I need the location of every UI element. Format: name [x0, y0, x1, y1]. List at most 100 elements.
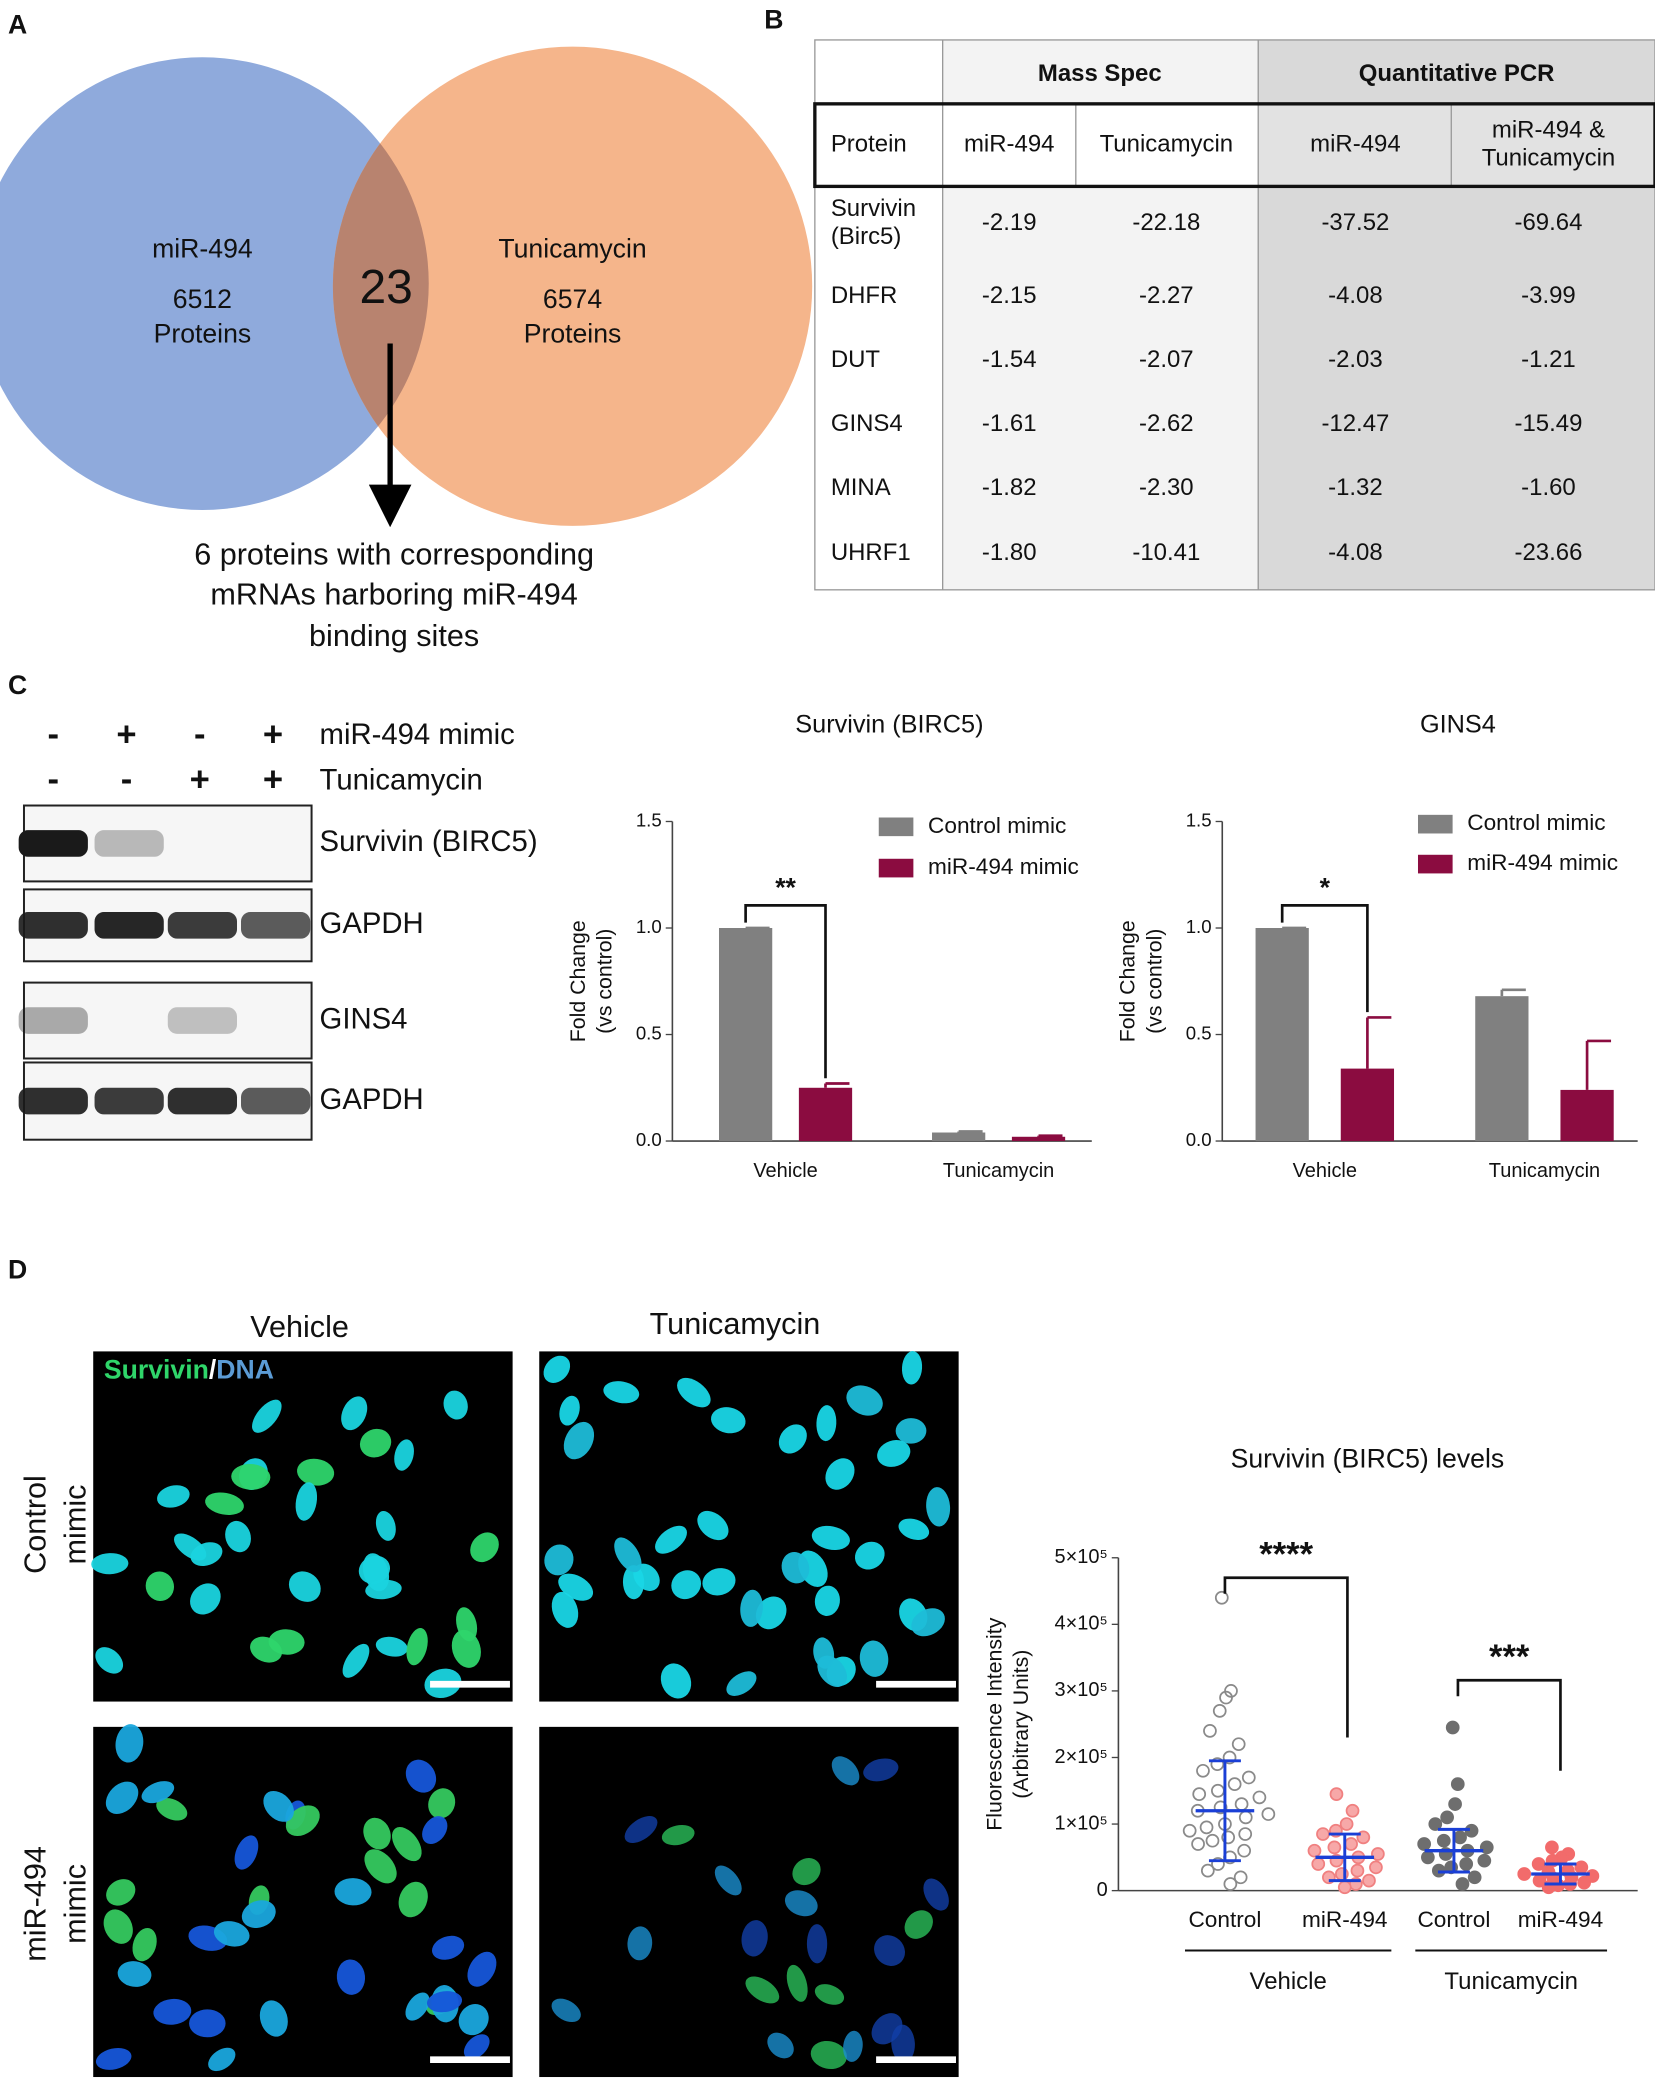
- venn-unit: Proteins: [524, 319, 622, 349]
- panel-label: D: [8, 1255, 27, 1285]
- blot-band: [18, 830, 88, 857]
- data-point: [1329, 1787, 1344, 1801]
- nucleus: [95, 1647, 124, 1674]
- nucleus: [364, 1849, 397, 1884]
- image-row-label: Control: [18, 1475, 52, 1574]
- data-point: [1238, 1810, 1253, 1825]
- nucleus: [806, 1924, 828, 1964]
- nucleus: [811, 1525, 850, 1550]
- nucleus: [671, 1570, 702, 1600]
- data-point: [1453, 1830, 1467, 1845]
- panel-label: C: [8, 670, 27, 700]
- nucleus: [923, 1878, 949, 1911]
- blot-band: [94, 1087, 164, 1115]
- data-point: [1479, 1840, 1494, 1855]
- nucleus: [205, 1492, 244, 1516]
- nucleus: [234, 1835, 259, 1870]
- data-point: [1450, 1777, 1465, 1791]
- panel-label: A: [8, 10, 27, 40]
- data-point: [1307, 1843, 1322, 1858]
- nucleus: [213, 1921, 250, 1947]
- venn-caption: mRNAs harboring miR-494: [210, 578, 577, 612]
- data-point: [1211, 1857, 1225, 1871]
- data-point: [1191, 1837, 1205, 1851]
- blot-label: GINS4: [320, 1002, 408, 1035]
- data-point: [1219, 1690, 1233, 1705]
- table-cell: -15.49: [1515, 410, 1583, 437]
- image-row-label: mimic: [58, 1864, 92, 1944]
- blot-condition: Tunicamycin: [320, 763, 483, 796]
- error-bar: [1500, 988, 1526, 997]
- nucleus: [375, 1510, 396, 1541]
- nucleus: [741, 1920, 768, 1957]
- stain-part: /: [209, 1354, 217, 1384]
- y-tick-label: 1.0: [636, 916, 662, 937]
- nucleus: [259, 2000, 288, 2037]
- blot-sign: -: [48, 715, 60, 753]
- blot-band: [241, 1087, 311, 1115]
- nucleus: [781, 1551, 810, 1584]
- blot-band: [18, 1007, 88, 1034]
- nucleus: [551, 1591, 579, 1628]
- nucleus: [189, 2009, 226, 2038]
- nucleus: [895, 1418, 927, 1444]
- data-point: [1337, 1880, 1352, 1895]
- nucleus: [911, 1608, 945, 1637]
- nucleus: [660, 1663, 692, 1699]
- data-point: [1237, 1843, 1252, 1858]
- nucleus: [904, 1910, 933, 1939]
- nucleus: [91, 1553, 129, 1575]
- nucleus: [117, 1961, 152, 1987]
- data-point: [1316, 1827, 1330, 1841]
- nucleus: [115, 1724, 144, 1763]
- table-header: miR-494: [1310, 130, 1401, 157]
- nucleus: [252, 1399, 282, 1433]
- nucleus: [297, 1458, 335, 1486]
- data-point: [1203, 1724, 1217, 1738]
- venn-circle: [332, 46, 813, 526]
- nucleus: [225, 1520, 251, 1553]
- blot-band: [167, 1007, 238, 1034]
- table-cell: -3.99: [1521, 282, 1576, 309]
- nucleus: [405, 1992, 430, 2021]
- venn-unit: Proteins: [154, 319, 252, 349]
- data-point: [1428, 1817, 1443, 1831]
- nucleus: [156, 1797, 188, 1821]
- y-tick-label: 0: [1097, 1879, 1108, 1901]
- nucleus: [622, 1565, 645, 1600]
- data-point: [1221, 1830, 1236, 1845]
- table-cell: -22.18: [1132, 209, 1200, 236]
- nucleus: [250, 1636, 283, 1663]
- data-point: [1577, 1875, 1592, 1890]
- table-cell: -1.80: [982, 539, 1037, 566]
- image-column-label: Vehicle: [250, 1310, 349, 1344]
- table-cell: -1.82: [982, 474, 1037, 501]
- significance-label: ***: [1489, 1638, 1530, 1676]
- nucleus: [714, 1865, 742, 1896]
- nucleus: [603, 1381, 640, 1404]
- nucleus: [778, 1424, 807, 1454]
- nucleus: [288, 1571, 321, 1602]
- blot-band: [94, 830, 164, 857]
- stain-label: Survivin/DNA: [104, 1354, 274, 1384]
- nucleus: [891, 2024, 915, 2063]
- table-header: miR-494 &: [1492, 116, 1605, 143]
- data-point: [1199, 1820, 1214, 1835]
- nucleus: [359, 1428, 392, 1458]
- table-cell: -1.32: [1328, 474, 1383, 501]
- nucleus: [816, 1405, 837, 1442]
- nucleus: [874, 1935, 905, 1966]
- blot-label: GAPDH: [320, 907, 424, 940]
- table-bg: [1258, 103, 1655, 187]
- blot-band: [241, 912, 311, 939]
- data-point: [1467, 1870, 1482, 1885]
- venn-caption: binding sites: [309, 619, 479, 653]
- data-point: [1417, 1837, 1432, 1851]
- table-cell: -2.30: [1139, 474, 1194, 501]
- y-axis-label: (vs control): [592, 929, 616, 1034]
- nucleus: [543, 1355, 571, 1383]
- panel-label: B: [764, 4, 783, 34]
